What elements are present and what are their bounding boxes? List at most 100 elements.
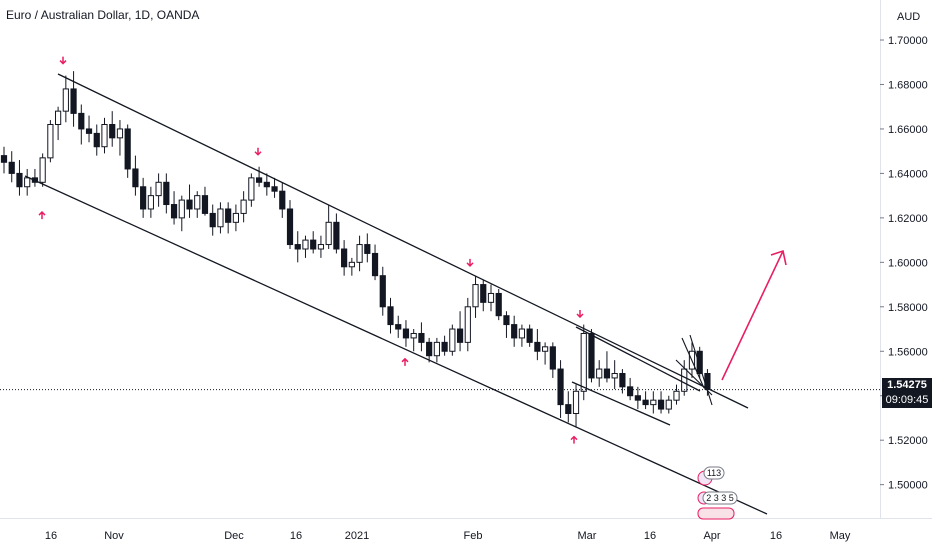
y-tick-label: 1.52000 — [888, 435, 928, 447]
candle-body — [426, 341, 433, 357]
candle-body — [0, 155, 8, 163]
candle-body — [379, 275, 386, 308]
candle — [217, 202, 224, 234]
candle-body — [16, 172, 23, 188]
candle — [225, 202, 232, 234]
candle-body — [78, 112, 85, 130]
current-price-tag: 1.54275 09:09:45 — [882, 378, 932, 408]
candle-body — [518, 328, 526, 339]
candle — [240, 191, 247, 223]
candle-body — [124, 128, 131, 170]
candle-body — [395, 324, 402, 330]
marker-up-arrow — [38, 211, 46, 220]
candle — [186, 184, 193, 218]
candle-body — [178, 199, 185, 219]
x-tick-label: 16 — [644, 530, 656, 542]
marker-down-arrow — [254, 147, 262, 156]
candle — [472, 275, 479, 318]
x-tick-label: 16 — [45, 530, 57, 542]
badge-113[interactable]: 113 — [697, 466, 725, 486]
projection-arrow-shaft — [721, 250, 784, 381]
x-tick-label: Nov — [104, 530, 124, 542]
candle-body — [542, 346, 549, 352]
y-tick-label: 1.68000 — [888, 79, 928, 91]
candle — [333, 213, 340, 254]
candle-body — [163, 181, 170, 206]
candle — [364, 233, 371, 263]
candle — [132, 155, 139, 196]
candle-body — [47, 123, 54, 159]
candle-body — [194, 195, 201, 210]
candle — [78, 104, 85, 145]
candle — [163, 173, 170, 214]
currency-label: AUD — [897, 11, 920, 23]
candle-body — [240, 199, 247, 214]
candle-body — [209, 212, 216, 228]
symbol-title[interactable]: Euro / Australian Dollar, 1D, OANDA — [6, 8, 200, 22]
flag-upper-trendline — [575, 326, 701, 392]
candle — [480, 280, 487, 312]
y-tick-label: 1.70000 — [888, 35, 928, 47]
current-price-value: 1.54275 — [887, 379, 927, 391]
candle-body — [24, 177, 31, 188]
candle — [47, 120, 54, 163]
candle — [294, 231, 301, 263]
candle-body — [302, 239, 309, 250]
candle-body — [665, 399, 672, 410]
candle — [24, 168, 31, 196]
candle-body — [441, 341, 448, 352]
wedge-upper-line — [675, 359, 713, 396]
candle-body — [603, 368, 611, 379]
y-tick-label: 1.66000 — [888, 124, 928, 136]
candle — [433, 337, 440, 363]
badge-group[interactable]: 2 3 3 5 — [697, 491, 738, 520]
marker-down-arrow — [466, 258, 474, 267]
candle-body — [402, 328, 410, 339]
candle — [201, 186, 209, 216]
candle — [410, 329, 417, 352]
candle — [62, 75, 69, 123]
candle — [634, 386, 641, 410]
channel-upper-trendline — [57, 73, 749, 409]
markers-layer — [38, 56, 584, 444]
y-tick-label: 1.64000 — [888, 168, 928, 180]
candle-body — [704, 372, 711, 390]
candle — [565, 391, 572, 423]
candle — [387, 297, 394, 334]
candle-body — [456, 328, 464, 343]
candle — [310, 231, 317, 254]
candle-body — [348, 261, 355, 268]
x-tick-label: 16 — [290, 530, 302, 542]
candle — [526, 324, 533, 347]
candle — [402, 320, 410, 347]
y-tick-label: 1.58000 — [888, 302, 928, 314]
candle — [286, 200, 294, 249]
candle — [418, 322, 425, 352]
candle — [232, 204, 240, 232]
candle-body — [596, 368, 603, 379]
candle-body — [364, 244, 371, 254]
candle-body — [255, 177, 263, 183]
candle — [456, 311, 464, 352]
candle — [101, 117, 108, 154]
candle — [487, 284, 495, 312]
candle-body — [147, 195, 154, 210]
candle — [441, 335, 448, 356]
bar-countdown: 09:09:45 — [885, 394, 929, 406]
x-tick-label: May — [830, 530, 851, 542]
candle-body — [657, 399, 665, 410]
candle — [116, 120, 124, 156]
candle-body — [201, 195, 209, 214]
candle — [93, 124, 100, 156]
candle — [464, 297, 471, 352]
candle — [503, 311, 510, 338]
candle-body — [549, 346, 556, 370]
candle — [271, 177, 278, 198]
candle-body — [650, 399, 657, 406]
x-tick-label: Mar — [578, 530, 597, 542]
candle — [379, 266, 386, 316]
candle-body — [534, 341, 541, 352]
candle-body — [109, 123, 116, 139]
